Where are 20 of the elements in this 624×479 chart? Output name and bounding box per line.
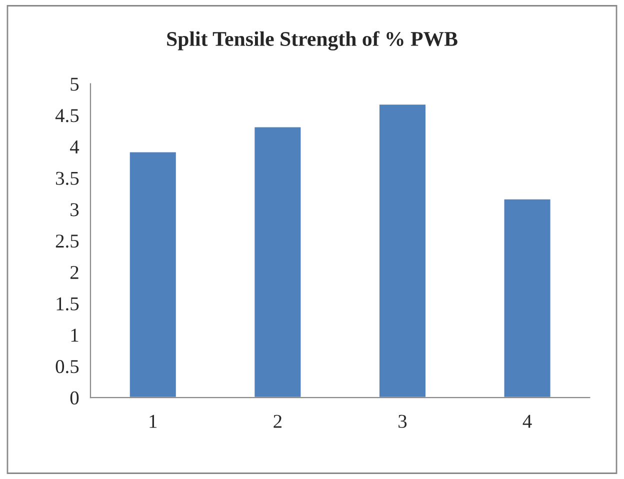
x-tick-label: 4 [522, 414, 532, 428]
y-tick-label: 0.5 [56, 360, 79, 374]
y-tick-label: 1.5 [56, 297, 79, 310]
y-tick-label: 3 [70, 203, 79, 216]
y-tick-label: 2.5 [56, 234, 79, 248]
y-tick-label: 5 [70, 78, 79, 91]
x-tick-label: 2 [274, 414, 282, 428]
y-tick-label: 4 [70, 140, 80, 154]
bar [128, 150, 178, 398]
bar [253, 126, 302, 398]
x-tick-label: 3 [398, 414, 407, 428]
bar [502, 198, 552, 398]
y-tick-label: 2 [70, 266, 78, 279]
y-tick-label: 3.5 [56, 172, 79, 185]
y-tick-label: 0 [70, 391, 79, 405]
chart-title: Split Tensile Strength of % PWB [167, 31, 458, 50]
y-tick-label: 4.5 [55, 109, 79, 122]
x-tick-label: 1 [150, 414, 157, 428]
bar [378, 103, 427, 398]
y-tick-label: 1 [71, 328, 78, 342]
